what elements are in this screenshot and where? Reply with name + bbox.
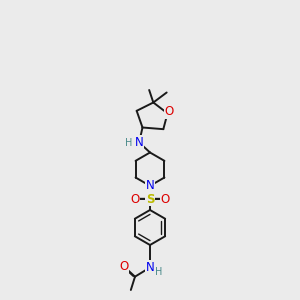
Text: N: N (135, 136, 143, 149)
Text: H: H (124, 137, 132, 148)
Text: N: N (146, 179, 154, 192)
Text: S: S (146, 193, 154, 206)
Text: O: O (130, 193, 140, 206)
Text: N: N (146, 261, 154, 274)
Text: O: O (119, 260, 129, 273)
Text: O: O (160, 193, 169, 206)
Text: H: H (155, 267, 162, 277)
Text: O: O (164, 105, 174, 118)
